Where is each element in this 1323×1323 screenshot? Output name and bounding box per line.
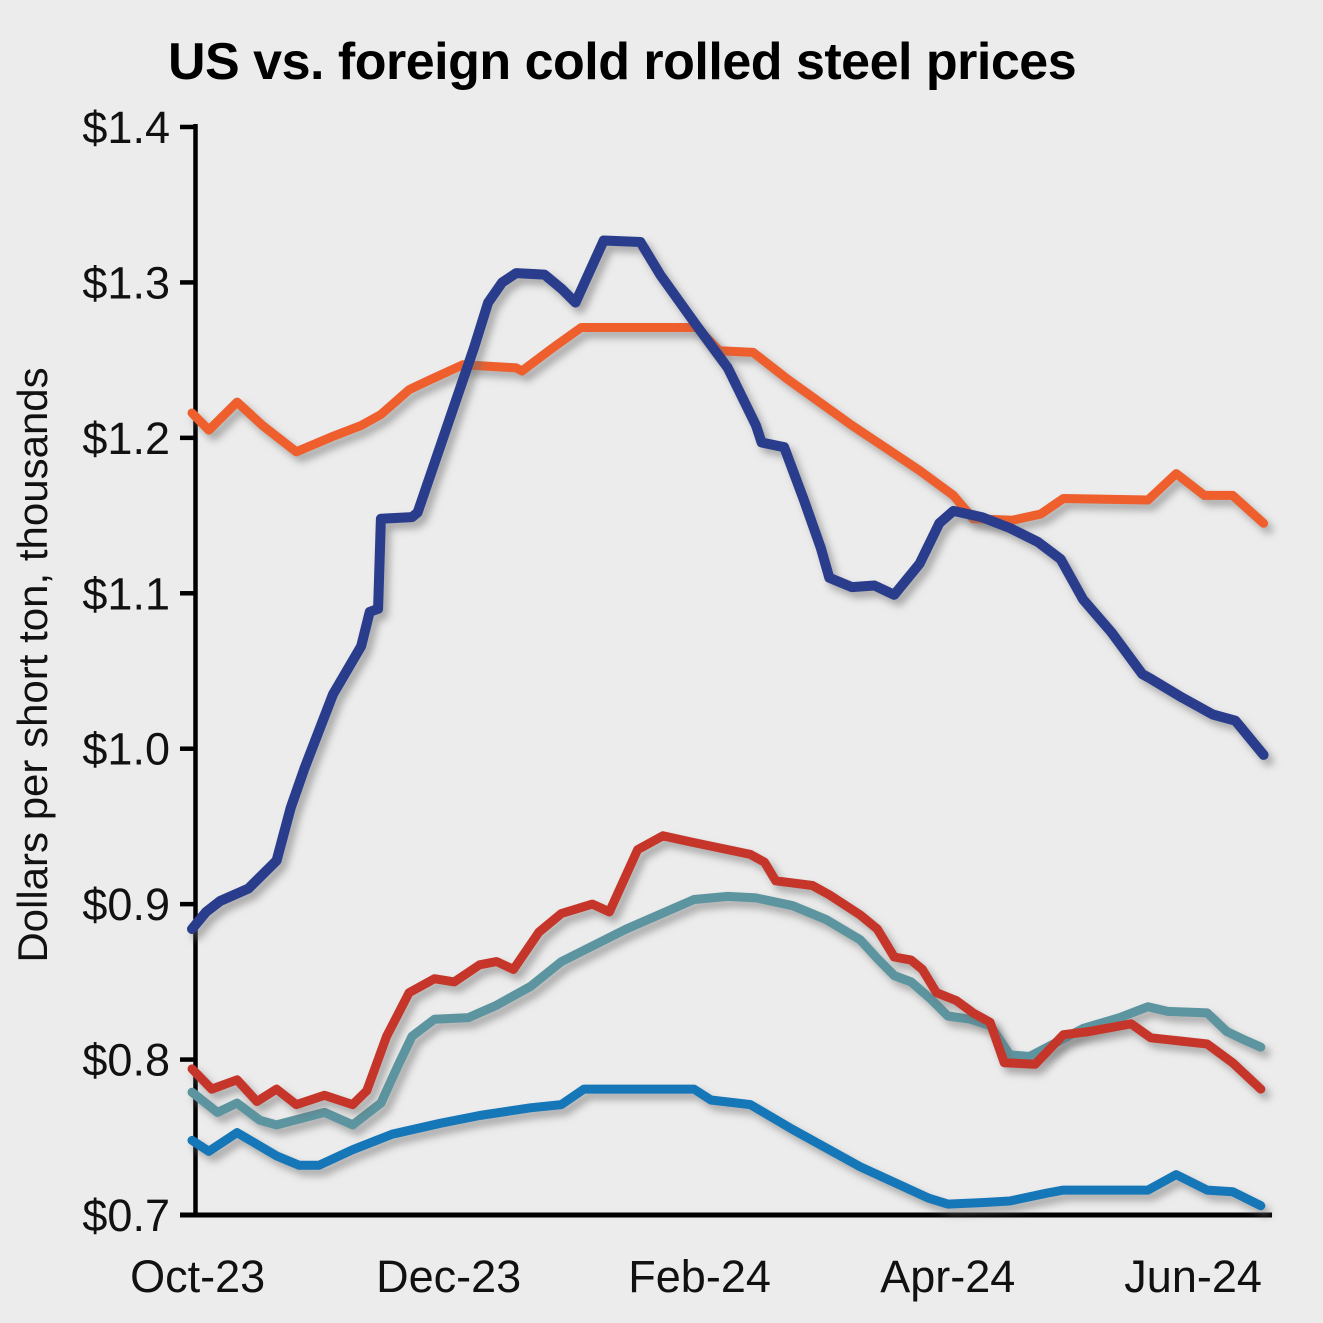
y-tick-label: $1.1 xyxy=(82,568,170,619)
x-tick-label: Apr-24 xyxy=(880,1251,1015,1302)
series-red-line xyxy=(187,831,1266,1110)
series-blue-line xyxy=(187,1084,1266,1211)
x-tick-label: Jun-24 xyxy=(1124,1251,1262,1302)
x-tick-label: Feb-24 xyxy=(628,1251,771,1302)
x-tick-label: Dec-23 xyxy=(376,1251,521,1302)
y-tick-label: $1.0 xyxy=(82,724,170,775)
series-teal-line xyxy=(187,891,1266,1130)
y-tick-label: $1.4 xyxy=(82,102,170,153)
y-tick-label: $0.9 xyxy=(82,879,170,930)
y-tick-label: $1.2 xyxy=(82,413,170,464)
x-tick-label: Oct-23 xyxy=(130,1251,265,1302)
series-navy-line xyxy=(187,235,1269,934)
series-orange-line xyxy=(187,323,1269,528)
y-tick-label: $1.3 xyxy=(82,257,170,308)
chart-title: US vs. foreign cold rolled steel prices xyxy=(168,33,1077,91)
y-tick-label: $0.7 xyxy=(82,1190,170,1241)
y-tick-label: $0.8 xyxy=(82,1035,170,1086)
